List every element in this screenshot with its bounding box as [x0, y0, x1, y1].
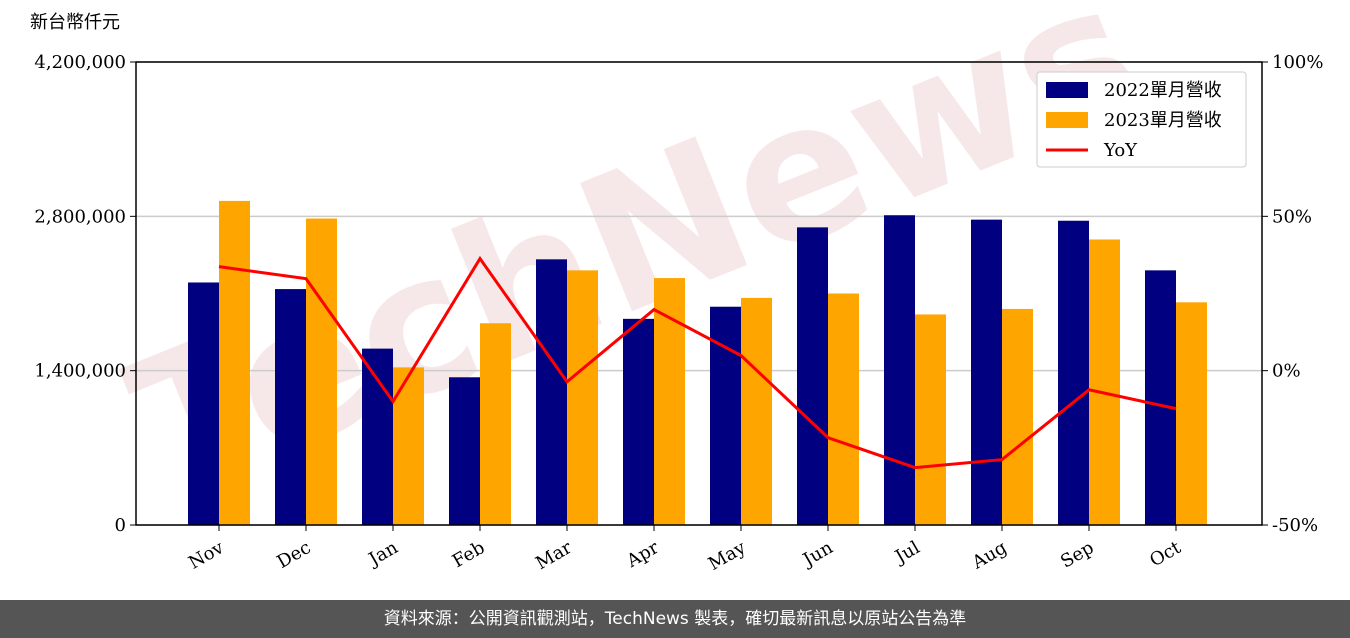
- bar: [449, 377, 480, 525]
- x-tick-label: Apr: [622, 537, 662, 572]
- bar: [567, 270, 598, 525]
- bar: [654, 278, 685, 525]
- y2-tick-label: 50%: [1272, 206, 1312, 227]
- y-tick-label: 1,400,000: [34, 361, 126, 382]
- legend-label: YoY: [1103, 140, 1138, 161]
- bar: [306, 218, 337, 526]
- bar: [1145, 270, 1176, 525]
- line: [218, 255, 1177, 470]
- x-tick-label: Mar: [532, 537, 576, 574]
- y-axis-label: 新台幣仟元: [30, 12, 120, 33]
- x-tick-label: Feb: [449, 537, 489, 572]
- bar: [536, 259, 567, 525]
- y2-tick-label: 0%: [1272, 361, 1301, 382]
- bar: [480, 323, 511, 525]
- bar: [393, 367, 424, 525]
- x-tick-label: Nov: [185, 537, 228, 574]
- x-tick-label: Dec: [274, 537, 315, 573]
- y2-tick-label: -50%: [1272, 515, 1318, 536]
- bar: [623, 318, 654, 525]
- bar: [362, 348, 393, 525]
- bar: [828, 293, 859, 525]
- legend: 2022單月營收 2023單月營收 YoY: [1036, 71, 1247, 168]
- x-tick-label: May: [705, 537, 750, 575]
- legend-swatch: [1046, 112, 1088, 128]
- bar: [1058, 220, 1089, 525]
- x-tick-label: Jan: [364, 537, 402, 571]
- legend-label: 2023單月營收: [1104, 110, 1222, 131]
- bar: [275, 289, 306, 525]
- legend-swatch: [1046, 82, 1088, 98]
- bar: [915, 314, 946, 525]
- x-tick-label: Jul: [890, 537, 924, 569]
- bar: [797, 227, 828, 525]
- x-tick-label: Oct: [1146, 537, 1185, 572]
- bar: [1089, 239, 1120, 525]
- y-tick-label: 0: [115, 515, 126, 536]
- bar: [1176, 302, 1207, 525]
- footer: 資料來源：公開資訊觀測站，TechNews 製表，確切最新訊息以原站公告為準: [0, 600, 1350, 638]
- legend-box: [1036, 71, 1247, 168]
- x-tick-label: Jun: [798, 537, 837, 572]
- bar: [1002, 308, 1033, 525]
- plot-frame: [135, 61, 1263, 526]
- bar: [741, 297, 772, 525]
- y-tick-label: 2,800,000: [34, 206, 126, 227]
- x-tick-label: Aug: [968, 537, 1011, 574]
- bar: [971, 219, 1002, 525]
- y-tick-label: 4,200,000: [34, 52, 126, 73]
- x-tick-label: Sep: [1057, 537, 1097, 572]
- bar: [884, 215, 915, 525]
- legend-label: 2022單月營收: [1104, 80, 1222, 101]
- y2-tick-label: 100%: [1272, 52, 1323, 73]
- bar: [219, 200, 250, 525]
- chart: 新台幣仟元 TechNews01,400,0002,800,0004,200,0…: [30, 0, 1323, 575]
- bar: [710, 306, 741, 525]
- bar: [188, 282, 219, 525]
